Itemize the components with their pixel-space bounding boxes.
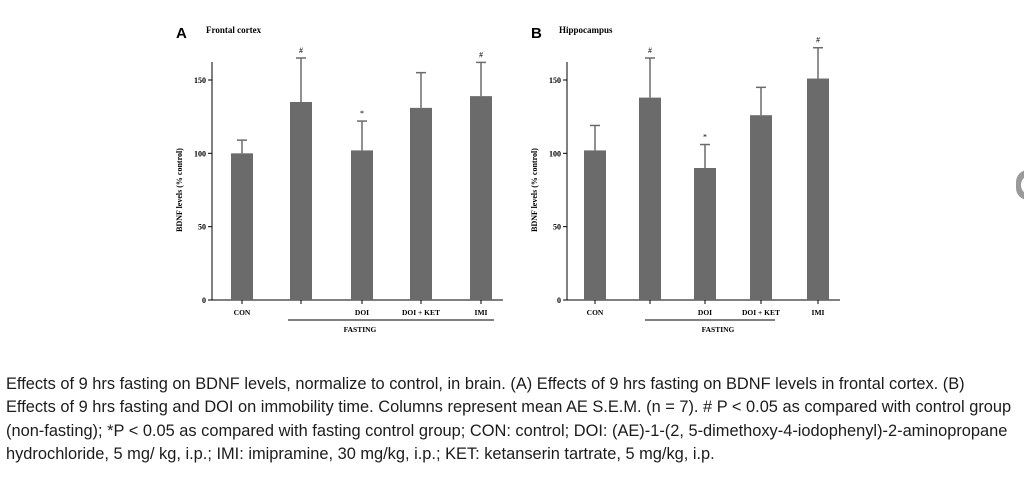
panel-b-bar <box>694 168 716 300</box>
figure-caption: Effects of 9 hrs fasting on BDNF levels,… <box>6 375 1012 464</box>
panel-a-group-label: FASTING <box>344 325 377 334</box>
figure: A Frontal cortex BDNF levels (% control) 0 5… <box>175 25 840 334</box>
panel-b-sig-marker: # <box>648 46 652 55</box>
panel-b-x-tick-label: DOI <box>698 308 712 317</box>
panel-a-ylabel: BDNF levels (% control) <box>175 148 184 232</box>
panel-b-bar <box>807 78 829 301</box>
panel-b-x-tick-label: IMI <box>812 308 825 317</box>
panel-a-bar <box>231 153 253 300</box>
panel-a-x-tick-label: DOI <box>355 308 369 317</box>
panel-a-sig-marker: * <box>360 109 364 118</box>
panel-a-x-tick-label: DOI + KET <box>402 308 440 317</box>
panel-a-bar <box>410 107 432 300</box>
panel-a-bar <box>290 102 312 300</box>
panel-b-y-tick-label: 50 <box>553 223 561 232</box>
panel-b-bar <box>639 97 661 300</box>
scroll-handle[interactable] <box>1016 170 1024 200</box>
panel-a-title: Frontal cortex <box>206 25 262 35</box>
panel-a-x-tick-label: IMI <box>475 308 488 317</box>
panel-a-sig-marker: # <box>299 46 303 55</box>
panel-b-sig-marker: * <box>703 133 707 142</box>
panel-a-bar <box>351 150 373 300</box>
panel-a-x-tick-label: CON <box>234 308 251 317</box>
panel-a-y-tick-label: 150 <box>194 76 206 85</box>
panel-b-ylabel: BDNF levels (% control) <box>530 148 539 232</box>
panel-b-x-tick-label: CON <box>587 308 604 317</box>
panel-a-y-tick-label: 50 <box>198 223 206 232</box>
panel-a-y-tick-label: 0 <box>202 296 206 305</box>
panel-b-bar <box>584 150 606 300</box>
chart-canvas: A Frontal cortex BDNF levels (% control) 0 5… <box>175 25 840 334</box>
panel-a-y-tick-label: 100 <box>194 149 206 158</box>
panel-b-bar <box>750 115 772 300</box>
panel-b-sig-marker: # <box>816 36 820 45</box>
panel-b-group-label: FASTING <box>702 325 735 334</box>
panel-b-y-tick-label: 150 <box>549 76 561 85</box>
panel-b-x-tick-label: DOI + KET <box>742 308 780 317</box>
panel-b-letter: B <box>531 25 542 42</box>
panel-a-bar <box>470 96 492 300</box>
panel-b-y-tick-label: 0 <box>557 296 561 305</box>
scroll-handle-knob[interactable] <box>1021 175 1024 195</box>
panel-a-letter: A <box>176 25 187 42</box>
panel-b-y-tick-label: 100 <box>549 149 561 158</box>
panel-a-sig-marker: # <box>479 50 483 59</box>
panel-b-title: Hippocampus <box>559 25 613 35</box>
